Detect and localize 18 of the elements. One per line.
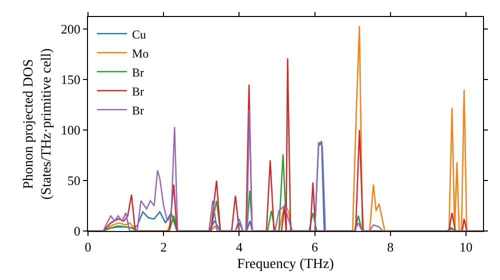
legend-label: Cu — [132, 27, 146, 42]
y-axis-title: Phonon projected DOS (States/THz·primitive cell) — [21, 48, 54, 200]
x-tick-label: 10 — [459, 240, 472, 255]
legend-label: Br — [132, 65, 144, 80]
legend-label: Br — [132, 103, 144, 118]
x-tick-label: 0 — [84, 240, 92, 255]
y-tick-label: 0 — [74, 224, 80, 239]
y-tick-label: 100 — [60, 122, 80, 138]
x-tick-label: 8 — [387, 240, 394, 255]
x-tick-label: 2 — [160, 240, 167, 255]
legend-label: Mo — [132, 46, 149, 60]
legend-label: Br — [132, 84, 144, 98]
y-tick-label: 150 — [60, 72, 80, 88]
y-tick-label: 200 — [60, 22, 80, 37]
x-tick-label: 6 — [312, 240, 319, 255]
y-tick-label: 50 — [67, 173, 80, 188]
x-tick-label: 4 — [236, 240, 243, 255]
x-axis-title: Frequency (THz) — [237, 256, 334, 272]
